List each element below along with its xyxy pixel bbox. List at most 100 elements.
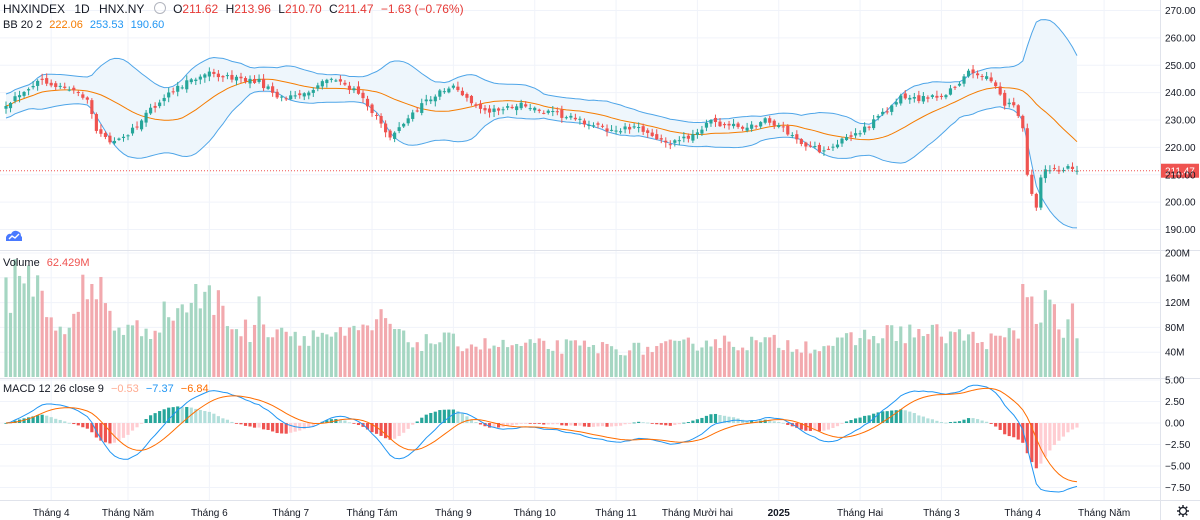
macd-hist-bar bbox=[257, 423, 261, 428]
macd-hist-bar bbox=[713, 413, 718, 423]
time-axis-label: Tháng 4 bbox=[33, 508, 70, 519]
macd-hist-bar bbox=[885, 411, 889, 423]
macd-hist-bar bbox=[980, 420, 984, 423]
macd-hist-bar bbox=[90, 423, 94, 433]
candle-body bbox=[849, 135, 853, 137]
candle-body bbox=[343, 82, 347, 85]
volume-bar bbox=[31, 296, 35, 377]
volume-bar bbox=[881, 338, 885, 377]
price-tick-label: 200.00 bbox=[1165, 198, 1196, 209]
candle-body bbox=[492, 108, 496, 112]
candle-body bbox=[1057, 169, 1061, 172]
macd-hist-bar bbox=[939, 421, 944, 423]
volume-bar bbox=[641, 354, 645, 377]
time-axis-label: Tháng 9 bbox=[435, 508, 472, 519]
volume-bar bbox=[67, 327, 71, 377]
macd-legend[interactable]: MACD 12 26 close 9 −0.53 −7.37 −6.84 bbox=[3, 383, 213, 395]
candle-body bbox=[13, 96, 17, 102]
volume-bar bbox=[573, 340, 577, 377]
macd-hist-bar bbox=[953, 421, 957, 423]
candle-body bbox=[510, 106, 514, 109]
volume-bar bbox=[750, 336, 754, 377]
macd-hist-bar bbox=[587, 423, 591, 427]
volume-bar bbox=[216, 290, 220, 377]
macd-hist-bar bbox=[158, 411, 162, 423]
candle-body bbox=[935, 95, 939, 98]
macd-hist-bar bbox=[533, 423, 537, 424]
candle-body bbox=[8, 102, 13, 109]
volume-bar bbox=[1057, 329, 1061, 377]
macd-hist-bar bbox=[673, 423, 677, 425]
candle-body bbox=[442, 91, 446, 93]
macd-hist-bar bbox=[230, 421, 234, 423]
bb-legend[interactable]: BB 20 2 222.06 253.53 190.60 bbox=[3, 19, 168, 31]
volume-bar bbox=[989, 333, 993, 377]
macd-hist-bar bbox=[564, 423, 568, 426]
candle-body bbox=[894, 102, 898, 105]
volume-bar bbox=[1012, 330, 1016, 377]
candle-body bbox=[284, 98, 288, 100]
candle-body bbox=[998, 86, 1002, 95]
volume-legend[interactable]: Volume 62.429M bbox=[3, 257, 94, 269]
high-value: 213.96 bbox=[234, 2, 271, 16]
volume-bar bbox=[81, 274, 85, 377]
macd-hist-bar bbox=[325, 420, 329, 423]
candle-body bbox=[713, 117, 718, 123]
candle-body bbox=[275, 91, 279, 98]
volume-bar bbox=[388, 323, 392, 377]
volume-bar bbox=[668, 339, 672, 377]
volume-bar bbox=[835, 337, 840, 377]
candle-body bbox=[112, 140, 117, 144]
candle-body bbox=[347, 85, 352, 90]
volume-bar bbox=[325, 334, 329, 377]
macd-hist-bar bbox=[831, 423, 835, 428]
volume-bar bbox=[451, 333, 455, 377]
change-value: −1.63 (−0.76%) bbox=[380, 2, 464, 16]
volume-bar bbox=[1025, 297, 1029, 377]
macd-hist-bar bbox=[194, 408, 198, 423]
macd-hist-bar bbox=[347, 422, 352, 424]
symbol-name[interactable]: HNXINDEX bbox=[3, 2, 66, 16]
macd-hist-bar bbox=[668, 423, 672, 426]
macd-hist-bar bbox=[506, 423, 510, 426]
macd-hist-bar bbox=[609, 423, 614, 427]
visibility-icon[interactable] bbox=[153, 2, 166, 14]
volume-bar bbox=[1052, 304, 1056, 377]
macd-hist-bar bbox=[1025, 423, 1029, 454]
candle-body bbox=[460, 90, 464, 96]
open-label: O bbox=[173, 2, 183, 16]
volume-bar bbox=[112, 330, 117, 377]
macd-hist-bar bbox=[496, 423, 501, 428]
candle-body bbox=[117, 138, 121, 140]
candle-body bbox=[4, 106, 8, 109]
volume-bar bbox=[45, 317, 49, 377]
candle-body bbox=[912, 97, 916, 99]
volume-bar bbox=[63, 334, 67, 377]
volume-bar bbox=[799, 352, 803, 377]
candle-body bbox=[243, 77, 248, 82]
candle-body bbox=[311, 90, 315, 93]
high-label: H bbox=[225, 2, 235, 16]
macd-hist-bar bbox=[677, 423, 681, 425]
candle-body bbox=[506, 106, 510, 108]
volume-bar bbox=[36, 275, 40, 377]
macd-hist-bar bbox=[926, 418, 930, 423]
time-axis-label: Tháng Hai bbox=[837, 508, 883, 519]
interval[interactable]: 1D bbox=[74, 2, 90, 16]
macd-hist-bar bbox=[180, 407, 184, 423]
macd-hist-bar bbox=[641, 422, 645, 424]
settings-gear-icon[interactable] bbox=[1177, 505, 1189, 517]
macd-signal-line bbox=[5, 387, 1078, 483]
tradingview-logo-icon[interactable] bbox=[5, 228, 23, 242]
last-price-tag[interactable] bbox=[1161, 163, 1199, 178]
macd-hist-bar bbox=[329, 419, 333, 423]
price-tick-label: 270.00 bbox=[1165, 6, 1196, 17]
macd-hist-bar bbox=[365, 423, 370, 430]
candle-body bbox=[135, 126, 139, 128]
candle-body bbox=[63, 86, 67, 88]
candle-body bbox=[252, 78, 257, 83]
bb-lower-value: 190.60 bbox=[130, 19, 165, 31]
candle-body bbox=[853, 133, 858, 136]
volume-bar bbox=[777, 347, 781, 377]
